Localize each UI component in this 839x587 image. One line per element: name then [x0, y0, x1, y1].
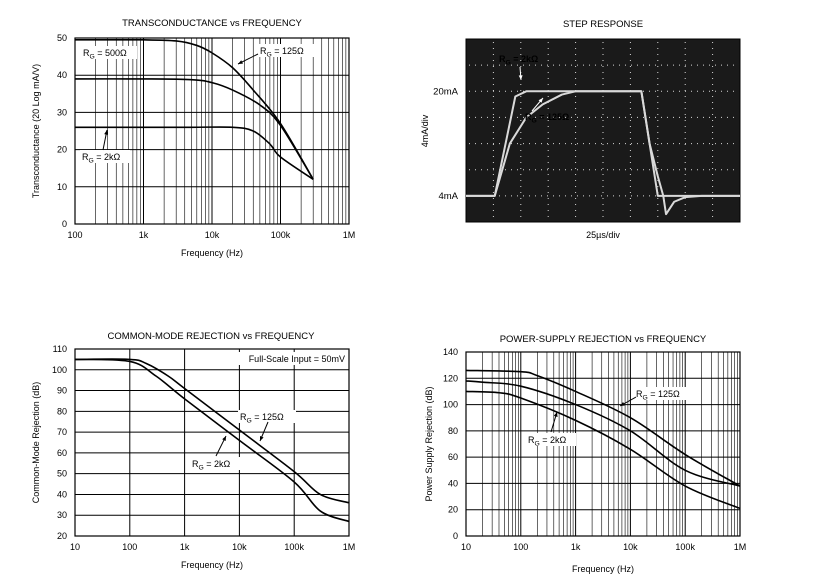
- annotation-label: RG = 125Ω: [636, 389, 680, 402]
- series-line-1: [465, 380, 741, 487]
- series-line-2: [74, 126, 314, 181]
- annotation-label: RG = 125Ω: [240, 412, 284, 425]
- y-axis-label: 4mA/div: [420, 114, 430, 147]
- note-label: Full-Scale Input = 50mV: [249, 354, 345, 364]
- annotation-label: RG = 125Ω: [260, 46, 304, 59]
- y-axis-label: Power Supply Rejection (dB): [424, 386, 434, 501]
- x-tick-label: 1M: [734, 542, 747, 552]
- label-background: [634, 387, 694, 400]
- y-tick-label: 50: [57, 469, 67, 479]
- y-tick-label: 100: [52, 365, 67, 375]
- y-axis-label: Common-Mode Rejection (dB): [31, 382, 41, 504]
- y-tick-label: 80: [57, 406, 67, 416]
- annotation-label: RG = 2kΩ: [499, 54, 538, 67]
- plot-frame: [74, 348, 350, 537]
- y-tick-label: 100: [443, 400, 458, 410]
- label-background: [238, 410, 296, 423]
- chart-title: COMMON-MODE REJECTION vs FREQUENCY: [108, 331, 316, 342]
- x-axis-label: Frequency (Hz): [181, 248, 243, 258]
- y-tick-label: 70: [57, 427, 67, 437]
- x-tick-label: 1k: [139, 230, 149, 240]
- y-tick-label: 90: [57, 386, 67, 396]
- cmr-chart: 10 100 1k 10k 100k 1M 20 30 40 50 60 70 80 90 100 110 CO…: [31, 331, 355, 570]
- label-background: [80, 150, 130, 163]
- annotation-arrow-head: [518, 75, 523, 80]
- annotation-arrow-head: [104, 130, 109, 135]
- x-tick-label: 1k: [571, 542, 581, 552]
- x-tick-label: 1k: [180, 542, 190, 552]
- x-tick-label: 100k: [675, 542, 695, 552]
- y-tick-label: 120: [443, 373, 458, 383]
- y-tick-label: 40: [57, 489, 67, 499]
- y-tick-label: 20: [57, 531, 67, 541]
- series-line-1: [74, 78, 314, 180]
- annotation-label: RG = 500Ω: [83, 48, 127, 61]
- x-tick-label: 100: [513, 542, 528, 552]
- x-tick-label: 10k: [623, 542, 638, 552]
- label-background: [81, 46, 137, 59]
- x-tick-label: 100: [122, 542, 137, 552]
- psr-chart: 10 100 1k 10k 100k 1M 0 20 40 60 80 100 120 140 POWER-…: [424, 334, 746, 574]
- y-tick-label: 30: [57, 510, 67, 520]
- plot-frame: [74, 37, 350, 225]
- annotation-label: RG = 125Ω: [525, 112, 569, 125]
- series-line-1: [74, 358, 350, 523]
- y-tick-label: 20: [57, 145, 67, 155]
- y-tick-label: 140: [443, 347, 458, 357]
- y-tick-label: 110: [53, 344, 67, 354]
- x-tick-label: 10k: [232, 542, 247, 552]
- series-line-0: [74, 358, 350, 504]
- chart-title: TRANSCONDUCTANCE vs FREQUENCY: [122, 18, 302, 29]
- x-tick-label: 10: [461, 542, 471, 552]
- y-tick-label: 60: [448, 452, 458, 462]
- annotation-arrow-head: [238, 60, 243, 64]
- annotation-arrow-head: [553, 412, 558, 417]
- step-chart: STEP RESPONSE 25µs/div 4mA/div 4mA 20mA RG = …: [420, 19, 741, 240]
- x-tick-label: 10: [70, 542, 80, 552]
- annotation-label: RG = 2kΩ: [528, 435, 567, 448]
- y-axis-label: Transconductance (20 Log mA/V): [31, 64, 41, 198]
- tc-chart: 100 1k 10k 100k 1M 0 10 20 30 40 50 TRANSCONDUCTANC…: [31, 18, 355, 258]
- label-background: [526, 433, 576, 446]
- plot-frame: [465, 351, 741, 537]
- x-tick-label: 1M: [343, 542, 356, 552]
- y-tick-label: 40: [448, 478, 458, 488]
- annotation-arrow-head: [259, 436, 264, 441]
- scope-screen: [465, 38, 741, 223]
- annotation-label: RG = 2kΩ: [82, 152, 121, 165]
- y-tick-label: 40: [57, 70, 67, 80]
- x-axis-label: Frequency (Hz): [572, 564, 634, 574]
- series-line-0: [465, 369, 741, 487]
- label-background: [233, 352, 347, 365]
- y-tick-label: 20: [448, 505, 458, 515]
- x-tick-label: 10k: [205, 230, 220, 240]
- x-axis-label: 25µs/div: [586, 230, 620, 240]
- y-tick-label: 0: [62, 219, 67, 229]
- annotation-arrow-head: [620, 402, 625, 406]
- x-tick-label: 1M: [343, 230, 356, 240]
- y-tick-label: 60: [57, 448, 67, 458]
- series-line-0: [74, 38, 314, 180]
- chart-title: POWER-SUPPLY REJECTION vs FREQUENCY: [500, 334, 707, 345]
- trace-1: [466, 90, 740, 216]
- y-level-label: 20mA: [433, 86, 458, 97]
- x-tick-label: 100k: [284, 542, 304, 552]
- y-tick-label: 30: [57, 107, 67, 117]
- x-axis-label: Frequency (Hz): [181, 560, 243, 570]
- y-tick-label: 50: [57, 33, 67, 43]
- y-tick-label: 80: [448, 426, 458, 436]
- label-background: [190, 457, 240, 470]
- y-tick-label: 0: [453, 531, 458, 541]
- y-tick-label: 10: [57, 182, 67, 192]
- annotation-label: RG = 2kΩ: [192, 459, 231, 472]
- label-background: [258, 44, 318, 57]
- annotation-arrow-head: [538, 98, 543, 103]
- chart-title: STEP RESPONSE: [563, 19, 643, 30]
- y-level-label: 4mA: [438, 191, 458, 202]
- x-tick-label: 100: [67, 230, 82, 240]
- x-tick-label: 100k: [271, 230, 291, 240]
- series-line-2: [465, 390, 741, 510]
- annotation-arrow-head: [222, 436, 226, 441]
